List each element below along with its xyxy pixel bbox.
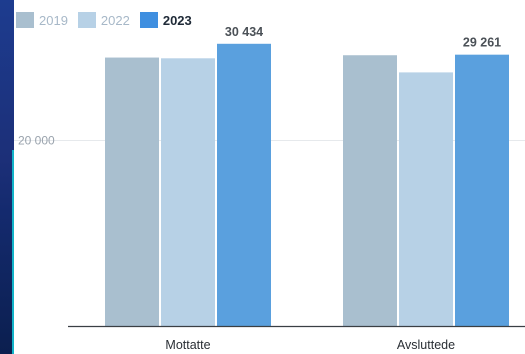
legend-swatch-2023 <box>139 12 158 28</box>
bar-2019-mottatte <box>105 57 159 327</box>
legend-item-2022[interactable]: 2022 <box>77 12 130 28</box>
data-label-0: 30 434 <box>225 25 263 39</box>
legend-label-2022: 2022 <box>100 12 130 28</box>
x-category-label-1: Avsluttede <box>397 338 455 352</box>
legend-item-2023[interactable]: 2023 <box>139 12 192 28</box>
bar-2023-mottatte <box>217 43 271 326</box>
x-category-label-0: Mottatte <box>165 338 210 352</box>
legend-swatch-2019 <box>16 12 34 28</box>
chart-legend: 2019 2022 2023 <box>16 11 192 29</box>
legend-label-2023: 2023 <box>162 12 192 28</box>
y-tick-label-0: 20 000 <box>18 134 55 148</box>
window-frame-edge <box>0 0 14 354</box>
bar-2019-avsluttede <box>343 55 397 327</box>
legend-item-2019[interactable]: 2019 <box>16 12 68 28</box>
legend-label-2019: 2019 <box>39 12 68 28</box>
data-label-1: 29 261 <box>463 36 501 50</box>
bar-2022-mottatte <box>161 58 215 327</box>
bar-2023-avsluttede <box>455 54 509 327</box>
bar-2022-avsluttede <box>399 72 453 327</box>
legend-swatch-2022 <box>77 12 96 28</box>
